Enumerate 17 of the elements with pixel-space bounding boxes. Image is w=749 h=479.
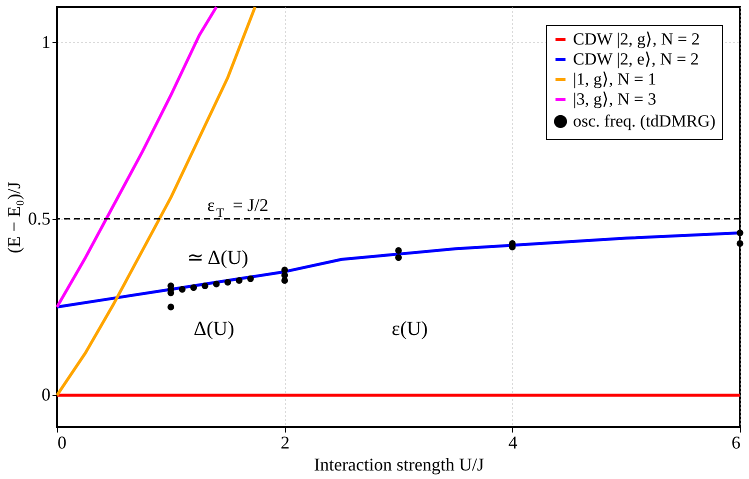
x-tick-label: 0 <box>58 432 66 452</box>
x-tick-label: 4 <box>508 432 518 452</box>
legend-label: |3, g⟩, N = 3 <box>573 90 656 108</box>
annotation: ≃ Δ(U) <box>186 246 248 269</box>
y-tick-label: 0 <box>42 384 50 405</box>
legend-label: CDW |2, g⟩, N = 2 <box>573 30 700 48</box>
legend-label: CDW |2, e⟩, N = 2 <box>573 50 699 68</box>
annotation: Δ(U) <box>194 318 234 340</box>
x-tick-label: 2 <box>280 432 290 452</box>
annotation: ε(U) <box>392 318 428 340</box>
y-tick-label: 1 <box>42 32 50 52</box>
y-axis-title: (E − E₀)/J <box>4 182 24 254</box>
y-tick-label: 0.5 <box>28 208 50 228</box>
legend-label: |1, g⟩, N = 1 <box>573 70 656 88</box>
x-tick-label: 6 <box>732 432 740 452</box>
x-axis-title: Interaction strength U/J <box>314 454 484 474</box>
legend-label: osc. freq. (tdDMRG) <box>573 112 716 130</box>
